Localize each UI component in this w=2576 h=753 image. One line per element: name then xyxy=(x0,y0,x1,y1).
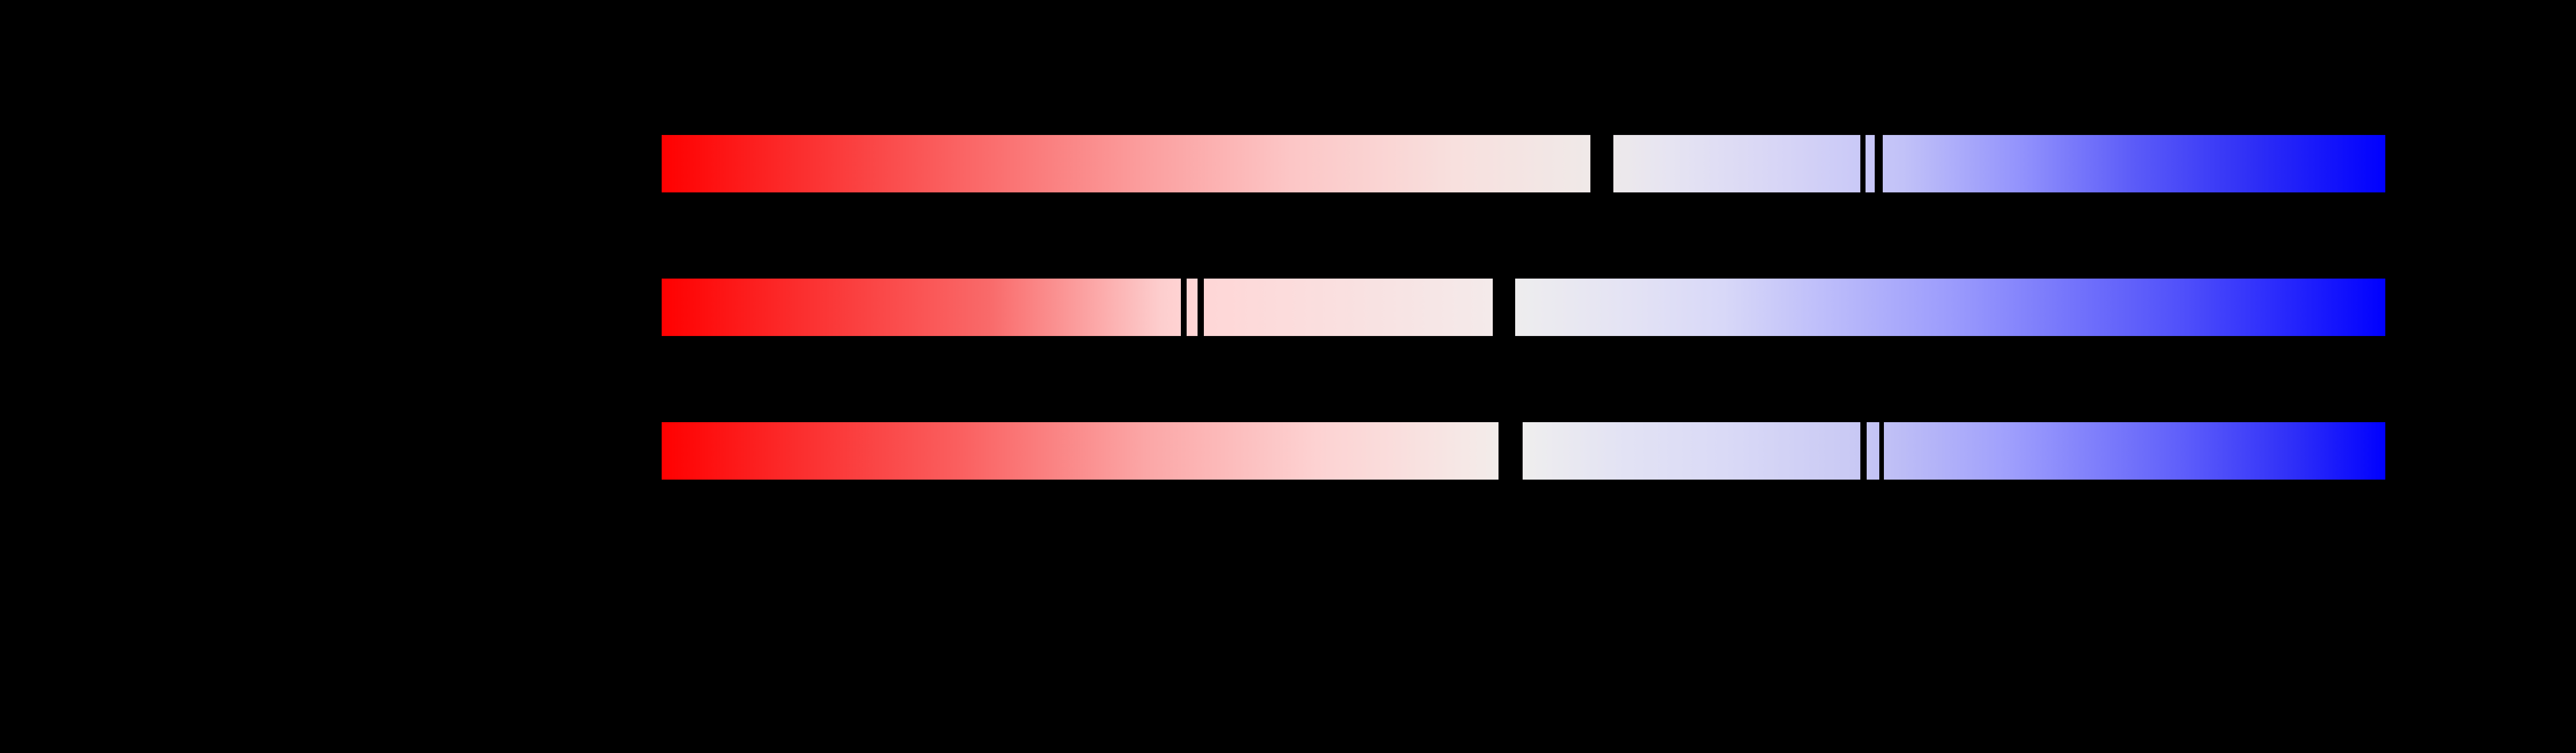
gradient-strip-2 xyxy=(662,278,2385,337)
thin-marker-line xyxy=(1860,422,1867,480)
gradient-strip-3 xyxy=(662,422,2385,480)
thin-marker-line xyxy=(1875,134,1883,193)
thin-marker-line xyxy=(1860,134,1866,193)
thin-marker-line xyxy=(1198,278,1204,337)
gradient-strip-1 xyxy=(662,134,2385,193)
thick-marker-line xyxy=(1493,278,1515,337)
thick-marker-line xyxy=(1590,134,1613,193)
thin-marker-line xyxy=(1879,422,1884,480)
thick-marker-line xyxy=(1499,422,1523,480)
thin-marker-line xyxy=(1181,278,1187,337)
